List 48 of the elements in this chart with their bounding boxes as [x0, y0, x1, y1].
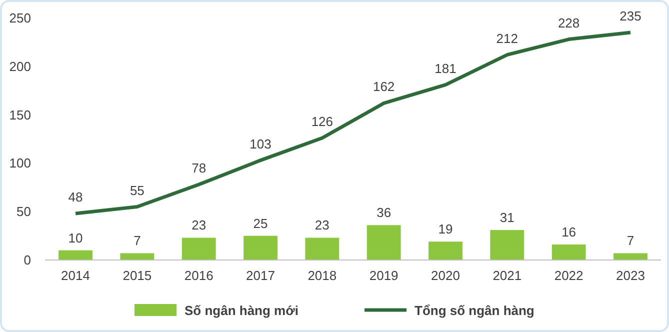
data-label: 7	[134, 233, 141, 248]
x-tick-label: 2020	[431, 268, 460, 283]
x-tick-label: 2014	[61, 268, 90, 283]
x-tick-label: 2019	[369, 268, 398, 283]
x-tick-label: 2023	[616, 268, 645, 283]
data-label: 48	[68, 190, 83, 205]
x-tick-label: 2022	[554, 268, 584, 283]
x-tick-label: 2018	[308, 268, 337, 283]
bar	[182, 238, 216, 260]
data-label: 23	[314, 218, 330, 233]
bar	[305, 238, 340, 260]
data-label: 228	[558, 15, 580, 30]
bar	[58, 250, 92, 260]
legend-label: Tổng số ngân hàng	[414, 303, 534, 318]
x-tick-label: 2016	[184, 268, 214, 283]
data-label: 162	[372, 79, 395, 94]
y-tick-label: 0	[24, 252, 31, 268]
data-label: 235	[620, 8, 642, 24]
bar	[552, 244, 586, 260]
data-label: 126	[311, 114, 334, 130]
y-tick-label: 100	[9, 156, 31, 171]
data-label: 36	[376, 205, 392, 220]
data-label: 103	[250, 136, 272, 152]
data-label: 55	[130, 182, 144, 198]
bar	[614, 253, 648, 260]
bar	[490, 230, 524, 260]
data-label: 19	[438, 222, 453, 237]
x-tick-label: 2017	[246, 268, 275, 283]
y-tick-label: 150	[9, 107, 31, 122]
data-label: 181	[434, 60, 456, 76]
y-tick-label: 50	[16, 204, 31, 220]
data-label: 31	[500, 210, 514, 225]
y-tick-label: 200	[9, 58, 31, 74]
y-tick-label: 250	[9, 10, 31, 26]
bar	[428, 242, 462, 260]
bar	[120, 253, 154, 260]
data-label: 16	[562, 224, 576, 240]
x-tick-label: 2021	[492, 268, 522, 283]
legend-label: Số ngân hàng mới	[184, 303, 298, 318]
data-label: 10	[68, 230, 83, 246]
bar	[366, 225, 401, 260]
data-label: 25	[253, 216, 268, 231]
data-label: 23	[192, 218, 206, 233]
data-label: 78	[192, 160, 206, 176]
x-tick-label: 2015	[122, 268, 152, 283]
data-label: 7	[626, 233, 634, 248]
bar	[244, 236, 278, 260]
data-label: 212	[496, 30, 518, 46]
